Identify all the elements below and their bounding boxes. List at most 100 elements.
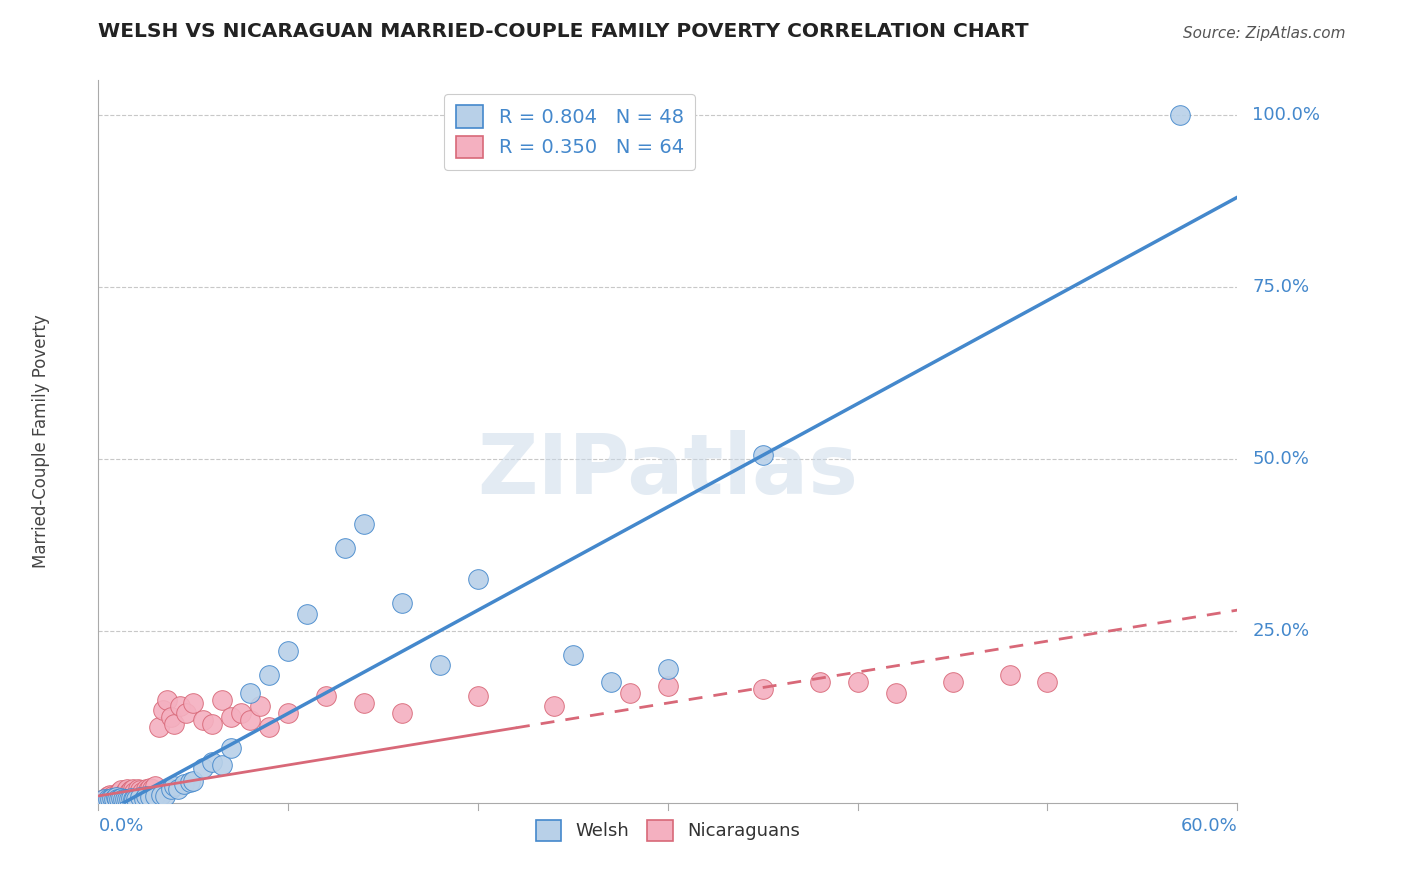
Point xyxy=(173,776,195,790)
Point xyxy=(201,716,224,731)
Point xyxy=(353,696,375,710)
Point xyxy=(467,689,489,703)
Point xyxy=(98,788,121,802)
Point xyxy=(752,448,775,462)
Point xyxy=(115,782,138,797)
Point xyxy=(429,658,451,673)
Point xyxy=(229,706,252,721)
Point xyxy=(221,710,243,724)
Point xyxy=(93,792,115,806)
Point xyxy=(104,789,127,803)
Point xyxy=(391,596,413,610)
Point xyxy=(103,792,125,806)
Point xyxy=(127,782,149,797)
Point xyxy=(114,785,136,799)
Point xyxy=(98,790,121,805)
Point xyxy=(108,790,131,805)
Point xyxy=(138,790,160,805)
Point xyxy=(221,740,243,755)
Text: WELSH VS NICARAGUAN MARRIED-COUPLE FAMILY POVERTY CORRELATION CHART: WELSH VS NICARAGUAN MARRIED-COUPLE FAMIL… xyxy=(98,21,1029,40)
Point xyxy=(239,713,262,727)
Point xyxy=(150,788,173,802)
Text: 75.0%: 75.0% xyxy=(1253,277,1309,296)
Point xyxy=(752,682,775,697)
Point xyxy=(112,792,135,806)
Point xyxy=(619,686,641,700)
Point xyxy=(249,699,271,714)
Text: Source: ZipAtlas.com: Source: ZipAtlas.com xyxy=(1182,26,1346,40)
Text: ZIPatlas: ZIPatlas xyxy=(478,430,858,511)
Point xyxy=(167,782,190,797)
Point xyxy=(211,758,233,772)
Point xyxy=(145,789,167,803)
Text: 25.0%: 25.0% xyxy=(1253,622,1309,640)
Point xyxy=(114,791,136,805)
Point xyxy=(115,790,138,805)
Point xyxy=(107,792,129,806)
Point xyxy=(1036,675,1059,690)
Point xyxy=(353,517,375,532)
Point xyxy=(98,792,121,806)
Text: 100.0%: 100.0% xyxy=(1253,105,1320,124)
Point xyxy=(391,706,413,721)
Point xyxy=(104,790,127,805)
Point xyxy=(110,791,132,805)
Point xyxy=(124,785,146,799)
Point xyxy=(183,696,205,710)
Point xyxy=(125,792,148,806)
Point xyxy=(129,783,152,797)
Point xyxy=(148,720,170,734)
Point xyxy=(138,780,160,795)
Point xyxy=(179,775,201,789)
Point xyxy=(297,607,319,621)
Point xyxy=(132,791,155,805)
Point xyxy=(131,785,153,799)
Point xyxy=(136,783,159,797)
Text: 50.0%: 50.0% xyxy=(1253,450,1309,467)
Point xyxy=(211,692,233,706)
Point xyxy=(163,779,186,793)
Point xyxy=(121,792,143,806)
Point xyxy=(998,668,1021,682)
Point xyxy=(125,788,148,802)
Point xyxy=(174,706,197,721)
Point xyxy=(153,789,176,803)
Point xyxy=(152,703,174,717)
Point xyxy=(156,692,179,706)
Point xyxy=(100,789,122,803)
Legend: Welsh, Nicaraguans: Welsh, Nicaraguans xyxy=(529,813,807,848)
Point xyxy=(100,791,122,805)
Point xyxy=(121,782,143,797)
Point xyxy=(97,789,120,803)
Point xyxy=(100,791,122,805)
Point xyxy=(191,761,214,775)
Point xyxy=(259,720,281,734)
Point xyxy=(201,755,224,769)
Point xyxy=(277,706,299,721)
Point xyxy=(562,648,585,662)
Point xyxy=(239,686,262,700)
Point xyxy=(112,788,135,802)
Point xyxy=(543,699,565,714)
Point xyxy=(145,779,167,793)
Point xyxy=(846,675,869,690)
Point xyxy=(277,644,299,658)
Point xyxy=(169,699,191,714)
Point xyxy=(108,785,131,799)
Text: 0.0%: 0.0% xyxy=(98,816,143,835)
Point xyxy=(103,791,125,805)
Point xyxy=(1170,108,1192,122)
Point xyxy=(159,710,181,724)
Point xyxy=(159,782,181,797)
Point xyxy=(110,783,132,797)
Point xyxy=(600,675,623,690)
Point xyxy=(110,789,132,803)
Point xyxy=(657,662,679,676)
Text: Married-Couple Family Poverty: Married-Couple Family Poverty xyxy=(32,315,51,568)
Point xyxy=(97,792,120,806)
Point xyxy=(120,783,142,797)
Point xyxy=(259,668,281,682)
Point xyxy=(107,788,129,802)
Point xyxy=(183,773,205,788)
Point xyxy=(808,675,831,690)
